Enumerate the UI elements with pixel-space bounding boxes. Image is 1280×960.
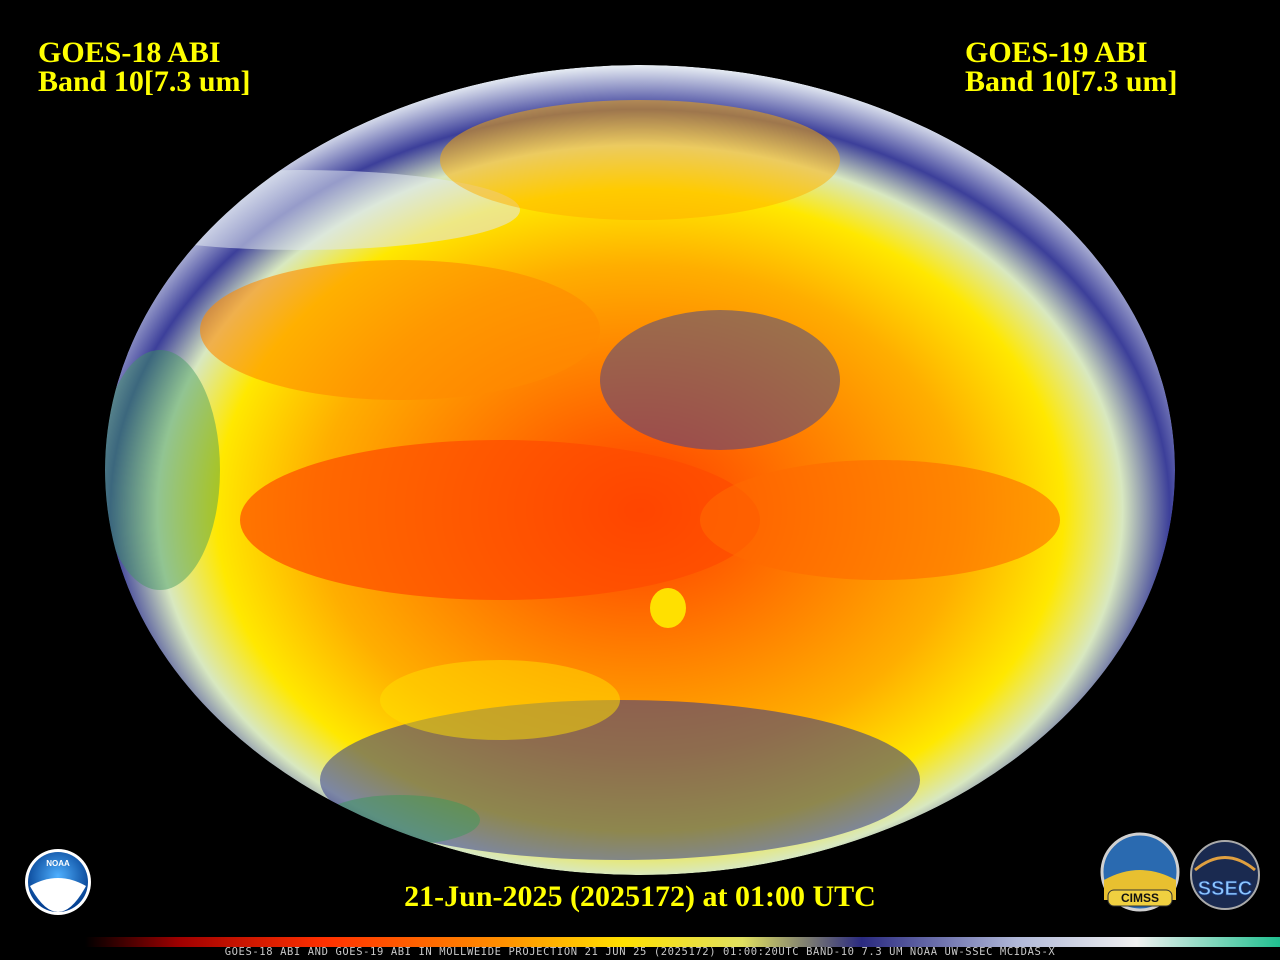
ssec-label: SSEC — [1198, 878, 1252, 900]
caption: GOES-18 ABI AND GOES-19 ABI IN MOLLWEIDE… — [225, 946, 1056, 958]
color-bar — [85, 937, 1280, 947]
right-band: Band 10[7.3 um] — [965, 65, 1178, 98]
cimss-logo: CIMSS — [1100, 832, 1180, 912]
noaa-logo: NOAA — [25, 849, 91, 915]
left-band: Band 10[7.3 um] — [38, 65, 251, 98]
left-title: GOES-18 ABI — [38, 36, 221, 69]
ssec-logo: SSEC — [1190, 840, 1260, 910]
timestamp: 21-Jun-2025 (2025172) at 01:00 UTC — [404, 880, 876, 913]
right-title: GOES-19 ABI — [965, 36, 1148, 69]
globe — [105, 65, 1175, 875]
cimss-label: CIMSS — [1121, 891, 1159, 905]
noaa-label: NOAA — [46, 859, 70, 868]
